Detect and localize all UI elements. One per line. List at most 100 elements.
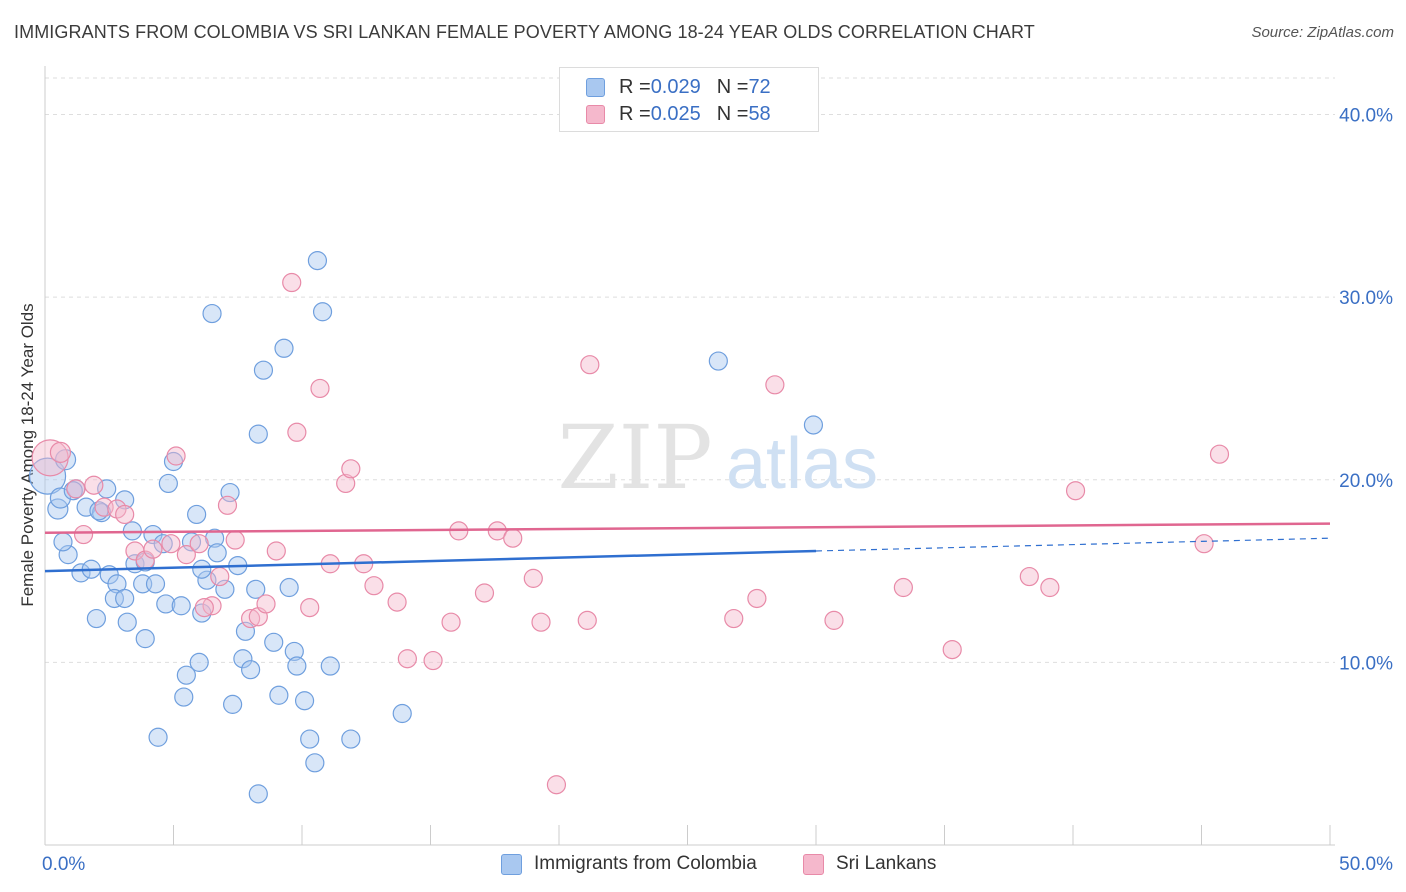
watermark-atlas: atlas bbox=[726, 424, 878, 504]
series-srilankans-points bbox=[31, 104, 1230, 795]
point-srilankan bbox=[1065, 481, 1086, 501]
point-srilankan bbox=[503, 528, 523, 548]
legend-n-value: 58 bbox=[748, 102, 771, 125]
watermark-zip: ZIP bbox=[557, 406, 712, 509]
point-srilankan bbox=[577, 610, 597, 630]
point-srilankan bbox=[487, 521, 507, 541]
point-colombia bbox=[104, 588, 124, 609]
point-colombia bbox=[253, 360, 274, 380]
y-tick-label: 20.0% bbox=[1339, 471, 1393, 492]
point-srilankan bbox=[1194, 534, 1214, 554]
trendline-colombia bbox=[44, 549, 817, 573]
axes bbox=[44, 66, 1335, 846]
point-colombia bbox=[287, 656, 307, 676]
y-tick-label: 40.0% bbox=[1339, 106, 1393, 127]
point-colombia bbox=[158, 473, 178, 494]
point-srilankan bbox=[73, 524, 94, 545]
point-srilankan bbox=[1040, 577, 1060, 598]
point-colombia bbox=[71, 563, 91, 583]
legend-swatch-pink bbox=[803, 853, 824, 875]
point-colombia bbox=[233, 649, 253, 669]
point-srilankan bbox=[300, 597, 320, 618]
point-colombia bbox=[235, 621, 256, 641]
point-colombia bbox=[171, 596, 191, 616]
point-colombia bbox=[307, 251, 328, 271]
legend-n-label: N = bbox=[716, 102, 749, 125]
point-colombia bbox=[49, 487, 72, 509]
point-colombia bbox=[284, 641, 304, 662]
point-srilankan bbox=[225, 530, 245, 550]
point-srilankan bbox=[287, 422, 307, 442]
point-colombia bbox=[392, 703, 412, 724]
legend-item-colombia: Immigrants from Colombia bbox=[501, 852, 757, 876]
point-colombia bbox=[207, 543, 227, 563]
point-srilankan bbox=[310, 378, 330, 399]
point-colombia bbox=[320, 656, 340, 676]
point-srilankan bbox=[194, 597, 214, 618]
point-srilankan bbox=[49, 441, 72, 463]
point-srilankan bbox=[474, 583, 495, 603]
point-colombia bbox=[97, 479, 117, 499]
point-colombia bbox=[708, 351, 728, 371]
point-srilankan bbox=[202, 596, 222, 616]
point-srilankan bbox=[115, 504, 135, 525]
point-srilankan bbox=[397, 649, 417, 669]
point-colombia bbox=[174, 687, 194, 707]
point-colombia bbox=[305, 753, 325, 773]
point-colombia bbox=[86, 608, 107, 629]
point-colombia bbox=[176, 665, 196, 685]
point-srilankan bbox=[387, 592, 407, 612]
point-srilankan bbox=[531, 612, 551, 632]
point-colombia bbox=[274, 338, 294, 358]
point-colombia bbox=[294, 691, 315, 711]
legend-n-value: 72 bbox=[748, 75, 771, 98]
point-srilankan bbox=[942, 639, 962, 660]
point-srilankan bbox=[161, 534, 181, 554]
point-colombia bbox=[248, 784, 268, 804]
chart-title: IMMIGRANTS FROM COLOMBIA VS SRI LANKAN F… bbox=[14, 22, 1035, 42]
legend-row-srilankans: R = 0.025 N = 58 bbox=[586, 102, 771, 126]
legend-swatch-pink bbox=[586, 104, 605, 124]
point-colombia bbox=[153, 534, 173, 554]
point-colombia bbox=[803, 415, 824, 435]
legend-r-value: 0.025 bbox=[650, 102, 701, 125]
point-colombia bbox=[300, 729, 320, 749]
point-srilankan bbox=[241, 608, 261, 629]
point-colombia bbox=[312, 302, 333, 322]
point-srilankan bbox=[189, 534, 209, 554]
point-colombia bbox=[202, 303, 222, 324]
point-colombia bbox=[341, 729, 361, 749]
point-srilankan bbox=[747, 588, 767, 609]
tick-labels: 10.0% 20.0% 30.0% 40.0% 0.0% 50.0% bbox=[42, 106, 1393, 875]
point-colombia bbox=[264, 632, 284, 652]
point-srilankan bbox=[210, 566, 230, 587]
point-srilankan bbox=[441, 612, 461, 632]
point-srilankan bbox=[893, 577, 913, 598]
legend-r-label: R = bbox=[619, 75, 651, 98]
correlation-legend: R = 0.029 N = 72 R = 0.025 N = 58 bbox=[559, 67, 819, 132]
point-colombia bbox=[215, 579, 235, 599]
point-srilankan bbox=[341, 459, 361, 479]
point-srilankan bbox=[66, 479, 86, 499]
point-srilankan bbox=[176, 545, 196, 565]
trendline-colombia-extension bbox=[815, 537, 1331, 552]
point-colombia bbox=[58, 545, 78, 565]
point-srilankan bbox=[84, 475, 104, 495]
point-srilankan bbox=[423, 650, 443, 671]
point-colombia bbox=[279, 577, 299, 598]
point-colombia bbox=[145, 574, 166, 594]
point-srilankan bbox=[824, 610, 844, 630]
point-srilankan bbox=[765, 375, 785, 395]
point-srilankan bbox=[364, 576, 384, 596]
point-colombia bbox=[248, 424, 268, 444]
trendline-srilankans bbox=[44, 522, 1331, 534]
point-colombia bbox=[223, 694, 243, 714]
legend-item-srilankans: Sri Lankans bbox=[803, 852, 936, 876]
legend-swatch-blue bbox=[501, 853, 522, 875]
point-colombia bbox=[156, 594, 176, 614]
point-colombia bbox=[189, 652, 209, 672]
point-colombia bbox=[135, 629, 155, 649]
point-srilankan bbox=[580, 355, 600, 375]
x-tick-label: 50.0% bbox=[1339, 854, 1393, 875]
